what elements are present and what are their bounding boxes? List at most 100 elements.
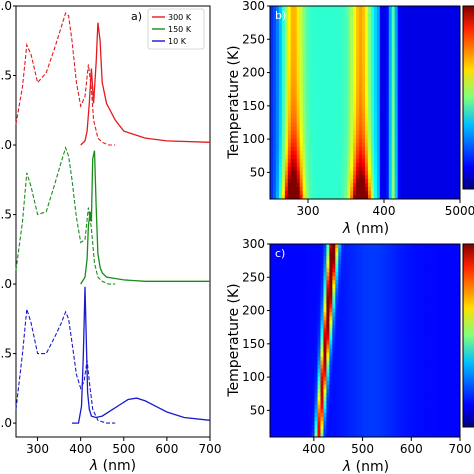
heatmap-cell	[362, 352, 366, 358]
heatmap-cell	[299, 304, 304, 309]
heatmap-cell	[430, 110, 434, 116]
heatmap-cell	[439, 14, 443, 19]
heatmap-cell	[394, 320, 399, 326]
heatmap-cell	[382, 26, 387, 31]
heatmap-cell	[356, 252, 360, 257]
heatmap-cell	[290, 312, 295, 317]
heatmap-cell	[311, 42, 316, 47]
heatmap-cell	[421, 46, 425, 51]
heatmap-cell	[335, 190, 339, 196]
heatmap-cell	[293, 356, 298, 362]
heatmap-cell	[335, 142, 339, 148]
heatmap-cell	[293, 58, 298, 63]
heatmap-cell	[302, 90, 307, 96]
heatmap-cell	[299, 110, 304, 116]
heatmap-cell	[356, 58, 360, 63]
heatmap-cell	[379, 190, 384, 196]
heatmap-cell	[373, 54, 378, 59]
heatmap-cell	[270, 336, 274, 342]
heatmap-cell	[302, 134, 307, 140]
heatmap-cell	[332, 134, 336, 140]
heatmap-cell	[373, 320, 378, 326]
heatmap-cell	[284, 288, 289, 293]
heatmap-cell	[433, 316, 437, 321]
heatmap-cell	[281, 138, 286, 144]
heatmap-cell	[287, 82, 292, 88]
heatmap-cell	[281, 78, 286, 83]
heatmap-cell	[376, 344, 381, 350]
heatmap-cell	[350, 66, 354, 71]
heatmap-cell	[427, 114, 431, 120]
heatmap-cell	[367, 312, 372, 317]
heatmap-cell	[332, 244, 336, 249]
heatmap-cell	[296, 158, 301, 164]
heatmap-cell	[385, 122, 390, 128]
heatmap-cell	[433, 122, 437, 128]
heatmap-cell	[341, 158, 345, 164]
heatmap-cell	[356, 42, 360, 47]
heatmap-cell	[347, 356, 351, 362]
heatmap-cell	[400, 22, 405, 27]
heatmap-cell	[406, 312, 411, 317]
heatmap-cell	[338, 340, 342, 346]
heatmap-cell	[454, 114, 458, 120]
heatmap-cell	[394, 316, 399, 321]
heatmap-cell	[424, 170, 428, 176]
heatmap-cell	[302, 70, 307, 75]
heatmap-cell	[338, 34, 342, 39]
heatmap-cell	[421, 332, 425, 338]
heatmap-cell	[275, 264, 280, 269]
heatmap-cell	[293, 292, 298, 297]
heatmap-cell	[314, 122, 319, 128]
heatmap-cell	[418, 138, 423, 144]
heatmap-cell	[272, 292, 277, 297]
heatmap-cell	[403, 70, 408, 75]
heatmap-cell	[415, 106, 420, 112]
heatmap-cell	[284, 150, 289, 156]
heatmap-cell	[284, 276, 289, 281]
heatmap-cell	[323, 70, 328, 75]
heatmap-cell	[275, 272, 280, 277]
heatmap-cell	[385, 54, 390, 59]
heatmap-cell	[403, 142, 408, 148]
heatmap-cell	[457, 348, 460, 354]
heatmap-cell	[436, 248, 440, 253]
heatmap-cell	[335, 122, 339, 128]
heatmap-cell	[370, 268, 375, 273]
heatmap-cell	[436, 10, 440, 15]
heatmap-cell	[347, 70, 351, 75]
heatmap-cell	[308, 272, 313, 277]
heatmap-cell	[311, 26, 316, 31]
heatmap-cell	[311, 186, 316, 192]
heatmap-cell	[272, 94, 277, 100]
heatmap-cell	[317, 186, 322, 192]
heatmap-cell	[359, 134, 363, 140]
heatmap-cell	[388, 340, 393, 346]
heatmap-cell	[397, 268, 402, 273]
heatmap-cell	[356, 22, 360, 27]
heatmap-cell	[326, 94, 330, 100]
heatmap-cell	[302, 170, 307, 176]
heatmap-cell	[275, 268, 280, 273]
heatmap-cell	[281, 6, 286, 11]
heatmap-cell	[317, 74, 322, 79]
heatmap-cell	[329, 256, 333, 261]
heatmap-cell	[391, 146, 396, 152]
heatmap-cell	[299, 332, 304, 338]
heatmap-cell	[451, 320, 455, 326]
heatmap-cell	[344, 94, 348, 100]
heatmap-cell	[400, 66, 405, 71]
heatmap-cell	[442, 42, 446, 47]
heatmap-cell	[376, 58, 381, 63]
heatmap-cell	[418, 356, 423, 362]
heatmap-cell	[323, 102, 328, 108]
heatmap-cell	[335, 248, 339, 253]
heatmap-cell	[299, 312, 304, 317]
heatmap-cell	[454, 344, 458, 350]
heatmap-cell	[287, 316, 292, 321]
heatmap-cell	[287, 296, 292, 301]
heatmap-cell	[326, 352, 330, 358]
heatmap-cell	[311, 134, 316, 140]
heatmap-cell	[370, 70, 375, 75]
heatmap-cell	[436, 118, 440, 124]
